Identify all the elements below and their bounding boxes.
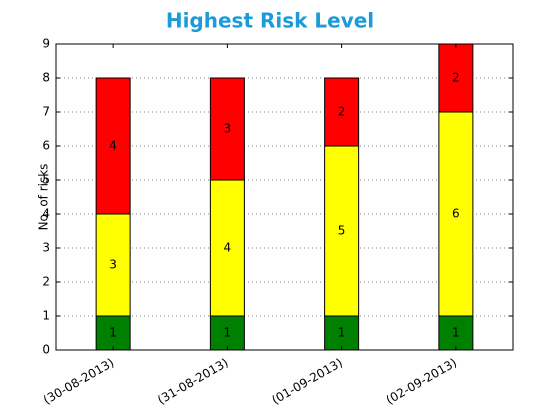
- bar-segment: [95, 213, 131, 317]
- y-tick-label: 4: [42, 207, 50, 221]
- bar-segment: [209, 77, 245, 181]
- y-tick-label: 2: [42, 275, 50, 289]
- bar-segment: [95, 77, 131, 215]
- bar-segment: [438, 111, 474, 317]
- bar-segment: [324, 145, 360, 317]
- bar-segment: [95, 315, 131, 351]
- y-tick-label: 7: [42, 105, 50, 119]
- data-label: 6: [452, 207, 460, 221]
- bar-segment: [209, 179, 245, 317]
- data-label: 2: [452, 71, 460, 85]
- x-tick-label: (01-09-2013): [269, 356, 345, 407]
- data-label: 1: [338, 326, 346, 340]
- x-tick-label: (31-08-2013): [155, 356, 231, 407]
- x-tick-label: (30-08-2013): [41, 356, 117, 407]
- data-label: 1: [452, 326, 460, 340]
- data-label: 4: [109, 139, 117, 153]
- data-label: 5: [338, 224, 346, 238]
- x-tick-label: (02-09-2013): [384, 356, 460, 407]
- y-tick-label: 3: [42, 241, 50, 255]
- bar-segment: [324, 77, 360, 147]
- chart-title: Highest Risk Level: [166, 9, 374, 33]
- y-tick-label: 0: [42, 343, 50, 357]
- plot-frame: [55, 43, 514, 351]
- data-label: 3: [109, 258, 117, 272]
- data-label: 1: [109, 326, 117, 340]
- bar-segment: [438, 315, 474, 351]
- y-tick-label: 6: [42, 139, 50, 153]
- y-axis-label: No. of risks: [37, 164, 51, 231]
- data-label: 2: [338, 105, 346, 119]
- bar-segment: [438, 43, 474, 113]
- y-tick-label: 5: [42, 173, 50, 187]
- data-label: 1: [224, 326, 232, 340]
- data-label: 3: [224, 122, 232, 136]
- bar-segment: [324, 315, 360, 351]
- data-label: 4: [224, 241, 232, 255]
- y-tick-label: 9: [42, 37, 50, 51]
- y-tick-label: 8: [42, 71, 50, 85]
- y-tick-label: 1: [42, 309, 50, 323]
